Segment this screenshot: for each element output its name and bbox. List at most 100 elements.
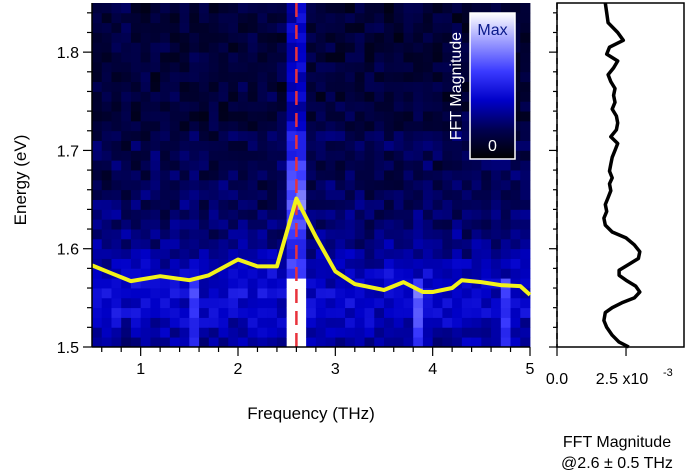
heatmap-cell: [267, 101, 278, 112]
heatmap-cell: [199, 12, 210, 24]
heatmap-cell: [92, 91, 103, 102]
heatmap-cell: [276, 150, 288, 161]
heatmap-cell: [189, 258, 200, 269]
heatmap-cell: [403, 327, 414, 338]
heatmap-cell: [413, 248, 424, 259]
heatmap-cell: [179, 337, 190, 348]
heatmap-cell: [130, 81, 142, 92]
heatmap-cell: [218, 130, 229, 141]
heatmap-cell: [520, 248, 531, 259]
heatmap-cell: [413, 3, 424, 14]
heatmap-cell: [140, 199, 151, 210]
heatmap-cell: [374, 120, 385, 132]
heatmap-cell: [160, 32, 171, 43]
heatmap-cell: [111, 160, 122, 171]
heatmap-cell: [374, 61, 385, 73]
heatmap-cell: [276, 199, 288, 210]
heatmap-cell: [374, 248, 385, 259]
heatmap-cell: [189, 199, 200, 210]
heatmap-cell: [247, 130, 258, 141]
heatmap-cell: [160, 160, 171, 171]
heatmap-cell: [218, 199, 229, 210]
heatmap-cell: [461, 297, 472, 309]
heatmap-cell: [257, 307, 268, 318]
heatmap-cell: [374, 130, 385, 141]
heatmap-cell: [218, 42, 229, 53]
heatmap-cell: [199, 160, 210, 171]
heatmap-cell: [276, 91, 288, 102]
heatmap-cell: [92, 248, 103, 259]
heatmap-cell: [140, 278, 151, 289]
heatmap-cell: [491, 189, 502, 200]
heatmap-cell: [520, 278, 531, 289]
heatmap-cell: [384, 91, 395, 102]
heatmap-cell: [267, 229, 278, 240]
heatmap-cell: [335, 317, 346, 328]
heatmap-x-axis-label: Frequency (THz): [247, 404, 375, 423]
y-tick-label: 1.5: [57, 340, 79, 357]
heatmap-cell: [238, 199, 249, 210]
heatmap-cell: [199, 288, 210, 299]
heatmap-cell: [364, 81, 375, 92]
heatmap-cell: [238, 140, 249, 151]
heatmap-cell: [208, 199, 219, 210]
heatmap-cell: [413, 238, 424, 250]
heatmap-cell: [315, 130, 326, 141]
heatmap-cell: [276, 160, 288, 171]
heatmap-cell: [384, 52, 395, 63]
profile-x-axis-label-line2: @2.6 ± 0.5 THz: [561, 455, 673, 472]
heatmap-cell: [189, 307, 200, 318]
heatmap-cell: [403, 199, 414, 210]
heatmap-cell: [179, 150, 190, 161]
heatmap-cell: [199, 22, 210, 33]
heatmap-cell: [442, 81, 453, 92]
heatmap-cell: [354, 170, 365, 181]
heatmap-cell: [208, 120, 219, 132]
heatmap-cell: [364, 42, 375, 53]
heatmap-cell: [121, 258, 132, 269]
heatmap-cell: [101, 199, 112, 210]
heatmap-cell: [325, 140, 336, 151]
heatmap-cell: [296, 297, 307, 309]
heatmap-cell: [364, 268, 375, 279]
heatmap-cell: [189, 150, 200, 161]
heatmap-cell: [296, 327, 307, 338]
heatmap-cell: [442, 278, 453, 289]
heatmap-cell: [315, 32, 326, 43]
heatmap-cell: [452, 258, 463, 269]
heatmap-cell: [520, 258, 531, 269]
heatmap-cell: [130, 199, 142, 210]
heatmap-cell: [461, 229, 472, 240]
heatmap-cell: [150, 111, 161, 122]
heatmap-cell: [325, 12, 336, 24]
heatmap-cell: [491, 238, 502, 250]
heatmap-cell: [510, 278, 521, 289]
heatmap-cell: [510, 160, 521, 171]
heatmap-cell: [374, 81, 385, 92]
profile-x-tick-label: 2.5 x10: [596, 371, 649, 388]
heatmap-cell: [238, 179, 249, 191]
heatmap-cell: [169, 12, 180, 24]
heatmap-cell: [354, 12, 365, 24]
heatmap-cell: [218, 297, 229, 309]
heatmap-cell: [364, 150, 375, 161]
heatmap-cell: [374, 3, 385, 14]
heatmap-cell: [208, 189, 219, 200]
heatmap-cell: [345, 238, 356, 250]
heatmap-cell: [520, 91, 531, 102]
heatmap-cell: [354, 307, 365, 318]
heatmap-cell: [306, 61, 317, 73]
heatmap-cell: [491, 288, 502, 299]
heatmap-cell: [306, 42, 317, 53]
heatmap-cell: [179, 229, 190, 240]
heatmap-cell: [150, 91, 161, 102]
heatmap-cell: [179, 111, 190, 122]
heatmap-cell: [491, 337, 502, 348]
heatmap-cell: [101, 42, 112, 53]
heatmap-cell: [140, 42, 151, 53]
heatmap-cell: [306, 22, 317, 33]
heatmap-cell: [461, 317, 472, 328]
heatmap-cell: [500, 189, 511, 200]
heatmap-cell: [452, 3, 463, 14]
heatmap-cell: [315, 160, 326, 171]
